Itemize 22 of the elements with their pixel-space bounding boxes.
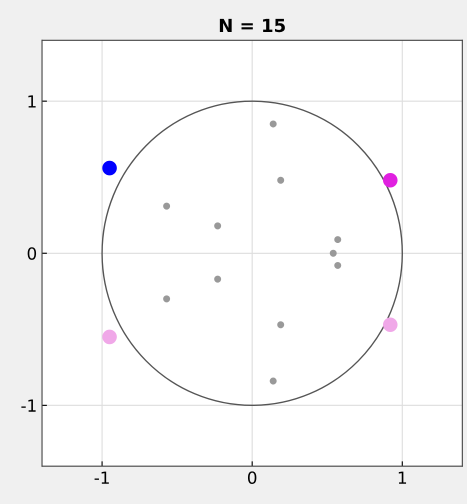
point xyxy=(102,160,117,176)
y-tick-label: -1 xyxy=(21,400,36,412)
point xyxy=(214,222,222,230)
x-tick-label: 1 xyxy=(398,472,406,484)
chart-title: N = 15 xyxy=(220,18,285,32)
x-tick-label: -1 xyxy=(94,472,109,484)
point xyxy=(277,321,284,328)
point xyxy=(382,172,398,188)
y-tick-label: 1 xyxy=(28,95,36,108)
point xyxy=(330,250,337,257)
point xyxy=(214,276,222,283)
point xyxy=(277,176,284,184)
point xyxy=(102,330,117,344)
point xyxy=(382,317,398,332)
point xyxy=(163,295,170,302)
point xyxy=(163,202,170,210)
y-tick-label: 0 xyxy=(28,247,36,260)
point xyxy=(334,262,342,269)
x-tick-label: 0 xyxy=(248,471,256,484)
point xyxy=(270,120,277,128)
point xyxy=(270,378,277,384)
point xyxy=(334,236,342,244)
